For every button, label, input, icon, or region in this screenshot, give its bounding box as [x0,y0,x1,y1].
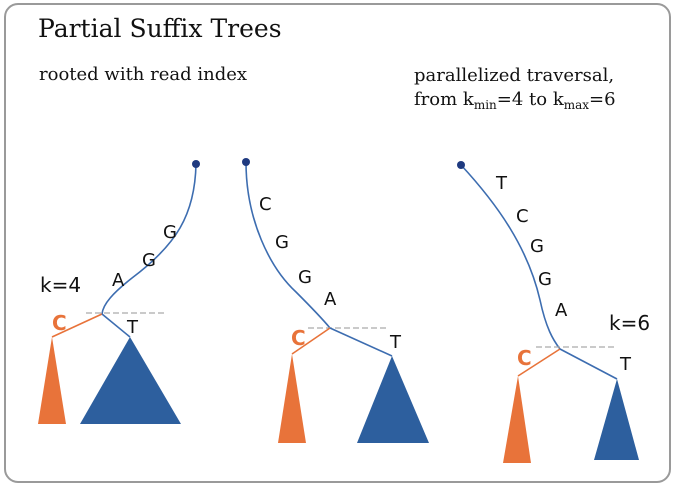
tree-1-edge-t [101,313,131,338]
tree-2-letter-4: A [324,289,337,310]
subtitle-kmin-value: =4 to k [496,89,564,110]
tree-3-edge-c [517,348,561,377]
figure-title: Partial Suffix Trees [38,14,282,43]
tree-2-edge-c [291,327,331,355]
tree-2-edge-t [329,327,393,357]
tree-3-edge-t [559,348,618,380]
tree-2-branch-c: C [291,326,306,350]
tree-3-root-node [457,161,465,169]
tree-2-root-node [242,158,250,166]
tree-3-branch-t: T [619,354,632,375]
tree-3-letter-3: G [530,236,544,257]
tree-1-trunk [101,163,197,315]
subtitle-kmax-sub: max [563,98,590,112]
tree-1-edge-c [51,313,103,338]
tree-1-branch-t: T [126,317,139,338]
tree-1-subtree-c [38,337,66,424]
tree-3-trunk [460,164,561,350]
subtitle-kmax-value: =6 [589,89,616,110]
tree-2-trunk [245,161,331,329]
subtitle-from: from k [414,89,474,110]
tree-3-letter-2: C [516,206,529,227]
subtitle-kmin-sub: min [473,98,497,112]
tree-3-branch-c: C [517,346,532,370]
tree-1-branch-c: C [52,311,67,335]
tree-1-subtree-t [80,337,181,424]
tree-1-k-label: k=4 [40,273,81,297]
tree-2-subtree-c [278,354,306,443]
tree-1-root-node [192,160,200,168]
tree-1: G G A k=4 C T [38,160,200,424]
tree-2: C G G A C T [242,158,429,443]
tree-1-letter-2: G [142,250,156,271]
tree-2-letter-1: C [259,194,272,215]
tree-3-letter-1: T [495,173,508,194]
tree-3-k-label: k=6 [609,311,650,335]
subtitle-rooted: rooted with read index [39,64,248,85]
tree-2-branch-t: T [389,332,402,353]
tree-3-letter-5: A [555,300,568,321]
tree-3-letter-4: G [538,269,552,290]
tree-3-subtree-t [594,379,639,460]
subtitle-parallelized: parallelized traversal, from kmin=4 to k… [414,64,616,112]
tree-3-subtree-c [503,376,531,463]
subtitle-line1: parallelized traversal, [414,65,615,86]
tree-2-subtree-t [357,356,429,443]
tree-1-letter-3: A [112,270,125,291]
tree-3: T C G G A k=6 C T [457,161,650,463]
tree-2-letter-2: G [275,232,289,253]
tree-1-letter-1: G [163,222,177,243]
tree-2-letter-3: G [298,267,312,288]
